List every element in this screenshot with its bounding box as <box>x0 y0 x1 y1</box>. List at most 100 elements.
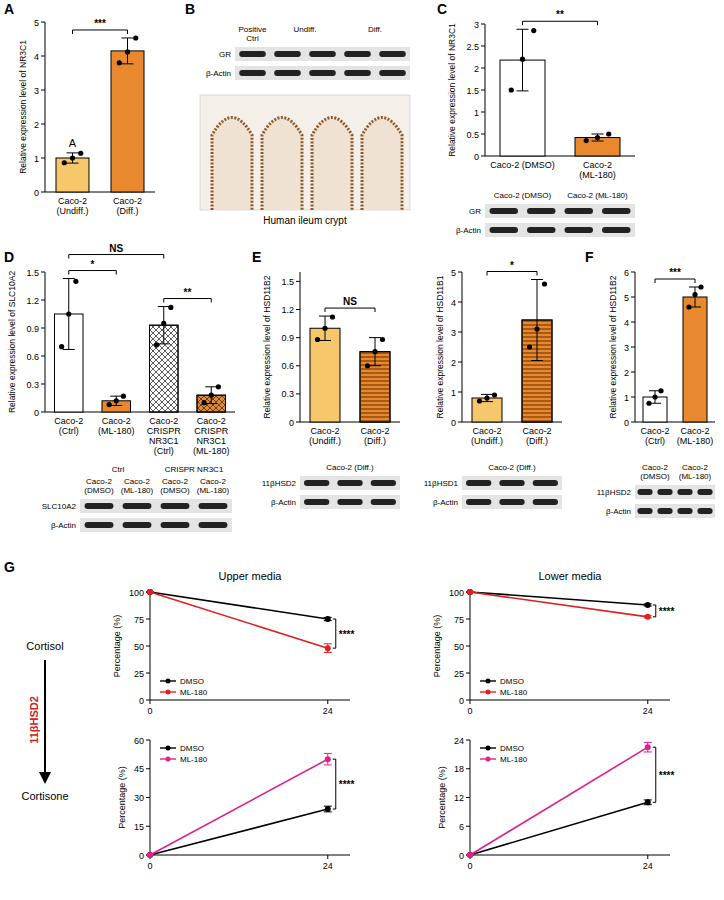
error-cap <box>110 396 122 397</box>
series-line <box>150 809 328 855</box>
blot-band <box>637 489 652 495</box>
legend: DMSOML-180 <box>160 677 208 697</box>
chart-title: Lower media <box>539 570 603 582</box>
y-tick <box>458 392 462 393</box>
data-point <box>645 744 651 750</box>
y-axis <box>45 22 46 192</box>
ihc-villus <box>262 118 302 211</box>
y-axis-title: Relative expression level of HSD11B1 <box>435 275 445 418</box>
blot-band <box>123 522 152 528</box>
legend-label: DMSO <box>500 677 524 686</box>
y-tick-label: 0.5 <box>466 130 479 140</box>
blot-band <box>490 227 519 233</box>
y-tick <box>41 124 45 125</box>
blot-band <box>677 508 692 514</box>
x-tick-label: Caco-2(Ctrl) <box>640 426 669 446</box>
y-axis-title: Percentage (%) <box>112 615 122 678</box>
sig-bracket <box>73 30 128 34</box>
data-point <box>645 799 651 805</box>
blot-band <box>337 499 362 505</box>
data-point <box>692 292 697 297</box>
y-tick <box>481 46 485 47</box>
blot-band <box>565 208 594 214</box>
x-tick <box>647 855 648 859</box>
y-tick <box>631 397 635 398</box>
blot-membrane <box>235 66 410 80</box>
sig-bracket <box>69 255 164 259</box>
error-cap <box>122 37 134 38</box>
y-tick <box>296 337 300 338</box>
legend-marker <box>166 757 171 762</box>
y-tick <box>146 797 150 798</box>
bar-chart: 012345Relative expression level of HSD11… <box>435 260 563 447</box>
blot-band <box>379 51 406 57</box>
blot-band <box>161 503 190 509</box>
legend: DMSOML-180 <box>480 677 528 697</box>
blot-band <box>602 208 631 214</box>
error-cap <box>592 134 604 135</box>
y-tick-label: 2 <box>474 64 479 74</box>
ihc-villus <box>312 118 352 211</box>
x-tick-label: Caco-2(Undiff.) <box>309 426 341 446</box>
blot-row-label: GR <box>469 207 481 216</box>
y-tick-label: 2 <box>451 358 456 368</box>
y-tick <box>466 797 470 798</box>
blot-band <box>533 480 558 486</box>
marks <box>466 742 652 858</box>
sig-bracket <box>69 271 117 275</box>
x-tick <box>327 700 328 704</box>
marks <box>466 589 652 620</box>
data-point <box>117 60 122 65</box>
data-point <box>325 616 331 622</box>
bar <box>56 158 89 192</box>
marks <box>643 284 707 422</box>
data-point <box>520 57 525 62</box>
error-cap <box>319 316 331 317</box>
y-tick <box>41 90 45 91</box>
x-tick <box>647 700 648 704</box>
legend-marker <box>486 757 491 762</box>
significance: ** <box>184 287 192 298</box>
error-cap <box>517 29 529 30</box>
data-point <box>467 589 473 595</box>
data-point <box>168 305 173 310</box>
data-point <box>467 589 473 595</box>
error-cap <box>592 141 604 142</box>
y-tick-label: 18 <box>454 764 464 774</box>
x-tick-label: Caco-2(Undiff.) <box>471 426 503 446</box>
data-point <box>59 344 64 349</box>
data-point <box>161 321 166 326</box>
y-tick-label: 1 <box>34 154 39 164</box>
blot-band <box>199 522 228 528</box>
error-cap <box>67 152 79 153</box>
series-line <box>150 759 328 855</box>
y-tick-label: 0 <box>624 418 629 428</box>
y-tick <box>41 300 45 301</box>
y-tick <box>296 365 300 366</box>
sig-bracket <box>325 308 375 312</box>
blot-band <box>274 70 301 76</box>
legend-label: ML-180 <box>180 688 208 697</box>
blot-membrane <box>300 476 400 490</box>
x-tick-label: 0 <box>467 706 472 716</box>
y-tick <box>631 297 635 298</box>
x-tick-label: Caco-2(Ctrl) <box>54 416 83 436</box>
data-point <box>527 344 532 349</box>
significance: ** <box>556 9 564 20</box>
y-tick-label: 60 <box>134 736 144 746</box>
blot-band <box>85 503 114 509</box>
chart-title: Upper media <box>219 570 283 582</box>
data-point <box>658 388 663 393</box>
y-tick <box>466 700 470 701</box>
y-tick <box>146 826 150 827</box>
blot-row-label: β-Actin <box>606 507 631 516</box>
legend: DMSOML-180 <box>480 744 528 764</box>
error-cap <box>122 63 134 64</box>
legend-label: DMSO <box>180 744 204 753</box>
error-cap <box>110 405 122 406</box>
line-chart: 015304560Percentage (%)024DMSOML-180**** <box>117 736 354 872</box>
significance: * <box>510 260 514 271</box>
y-tick-label: 1.2 <box>26 296 39 306</box>
data-point <box>467 852 473 858</box>
lane-label: Caco-2(ML-180) <box>679 463 712 481</box>
